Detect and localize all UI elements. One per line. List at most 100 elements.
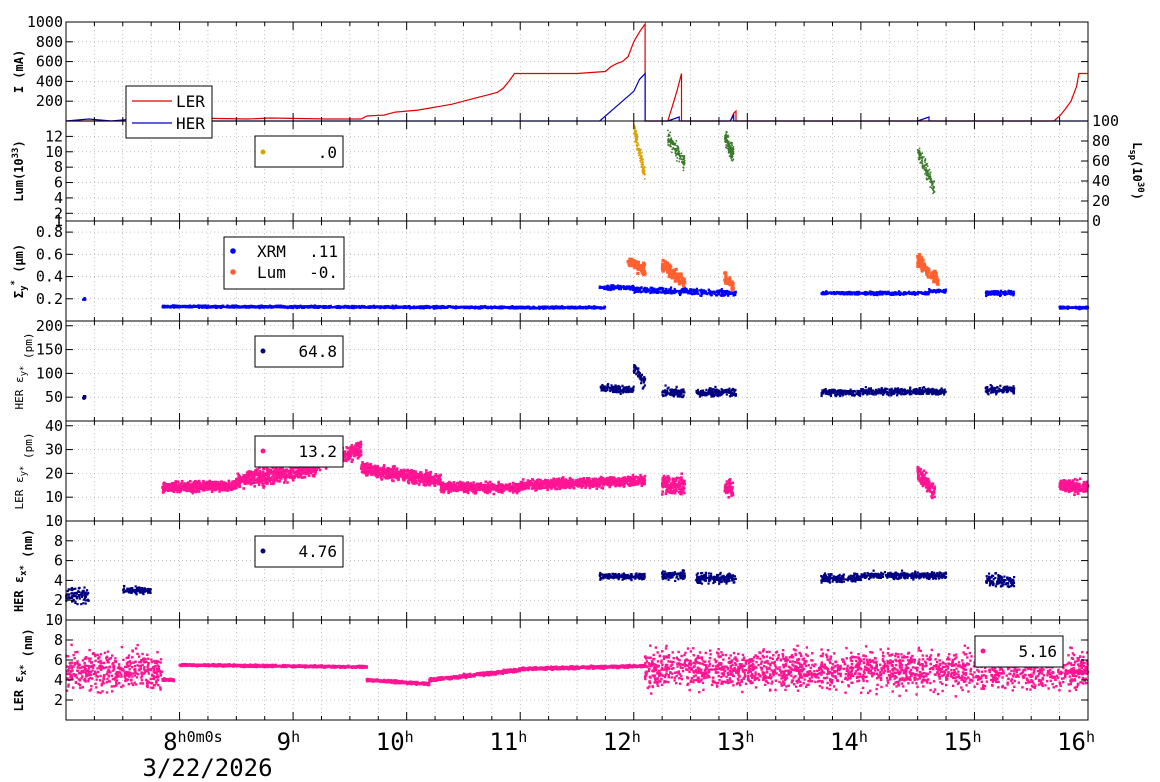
- lum-point: [725, 133, 728, 135]
- lum-point: [729, 151, 732, 154]
- data-point: [442, 305, 446, 308]
- data-point: [987, 388, 991, 391]
- lum-point: [683, 161, 686, 163]
- lum-point: [926, 172, 928, 175]
- data-point: [511, 305, 515, 309]
- lum-point: [641, 160, 644, 163]
- data-point: [828, 393, 831, 396]
- data-point: [852, 389, 855, 393]
- lum-point: [731, 150, 734, 153]
- data-point: [661, 262, 665, 266]
- data-point: [630, 390, 633, 393]
- data-point: [593, 307, 596, 310]
- data-point: [992, 293, 995, 296]
- lum-point: [640, 151, 643, 154]
- data-point: [261, 306, 264, 309]
- data-point: [232, 305, 235, 308]
- data-point: [674, 275, 678, 279]
- data-point: [917, 255, 922, 260]
- lum-point: [637, 148, 640, 151]
- data-point: [1007, 289, 1010, 292]
- data-point: [383, 306, 386, 309]
- lum-point: [681, 158, 684, 161]
- lum-point: [727, 151, 730, 154]
- lum-point: [732, 146, 735, 148]
- data-point: [320, 305, 323, 308]
- data-point: [862, 292, 865, 295]
- data-point: [610, 384, 613, 387]
- data-point: [857, 391, 860, 394]
- data-point: [715, 294, 718, 297]
- lum-point: [728, 149, 730, 152]
- data-point: [996, 386, 999, 389]
- data-point: [901, 389, 904, 392]
- data-point: [725, 393, 728, 396]
- lum-point: [929, 171, 932, 174]
- data-point: [204, 304, 207, 307]
- data-point: [474, 306, 477, 309]
- data-point: [867, 389, 870, 392]
- lum-point: [731, 141, 734, 144]
- data-point: [830, 392, 833, 395]
- series-line-ler: [66, 22, 1088, 122]
- lum-point: [676, 157, 679, 159]
- data-point: [922, 264, 926, 268]
- data-point: [887, 394, 891, 397]
- data-point: [728, 276, 732, 280]
- data-point: [662, 394, 665, 397]
- data-point: [990, 389, 993, 392]
- data-point: [692, 290, 695, 293]
- lum-point: [635, 131, 637, 134]
- lum-point: [919, 162, 922, 164]
- data-point: [732, 392, 735, 396]
- data-point: [984, 390, 987, 393]
- data-point: [990, 291, 993, 294]
- grid-layer: [65, 22, 1089, 720]
- data-point: [295, 304, 298, 308]
- lum-point: [637, 142, 639, 145]
- data-point: [996, 293, 999, 296]
- data-point: [664, 394, 667, 397]
- data-point: [640, 267, 644, 272]
- data-point: [678, 293, 682, 297]
- data-point: [606, 388, 609, 392]
- data-point: [663, 260, 668, 264]
- lum-point: [641, 169, 644, 172]
- data-point: [837, 291, 840, 294]
- lum-point: [634, 138, 637, 141]
- data-point: [621, 384, 624, 387]
- lum-point: [729, 155, 732, 158]
- data-point: [214, 305, 217, 308]
- data-point: [824, 392, 827, 395]
- lum-point: [725, 134, 727, 137]
- data-point: [677, 289, 680, 293]
- data-point: [916, 391, 919, 394]
- data-point: [714, 385, 717, 389]
- lum-point: [633, 131, 636, 134]
- data-point: [697, 390, 700, 394]
- lum-point: [919, 156, 921, 159]
- lum-point: [725, 147, 728, 149]
- data-point: [676, 391, 679, 395]
- lum-point: [672, 146, 675, 149]
- data-point: [590, 306, 593, 310]
- data-point: [423, 306, 426, 309]
- data-point: [942, 393, 946, 396]
- data-point: [626, 389, 630, 392]
- data-point: [576, 307, 579, 310]
- data-point: [368, 306, 371, 309]
- data-point: [674, 290, 678, 293]
- data-point: [602, 306, 606, 309]
- data-point: [352, 307, 355, 310]
- data-point: [728, 387, 731, 390]
- data-point: [724, 289, 727, 293]
- data-point: [348, 305, 351, 308]
- data-point: [920, 291, 923, 294]
- data-point: [727, 391, 731, 394]
- data-point: [918, 263, 922, 267]
- data-point: [714, 390, 717, 394]
- data-point: [218, 305, 221, 309]
- lum-point: [643, 168, 645, 171]
- data-point: [853, 393, 856, 396]
- data-point: [614, 387, 618, 390]
